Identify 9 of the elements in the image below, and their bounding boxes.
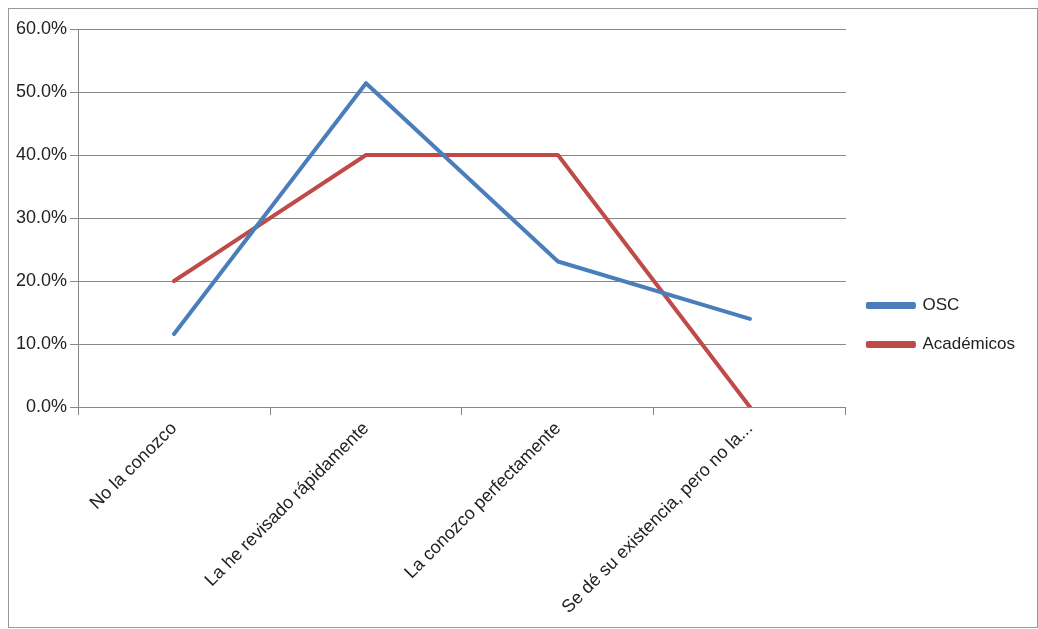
y-tick-label: 30.0% bbox=[15, 207, 68, 227]
y-tick-label: 20.0% bbox=[15, 270, 68, 291]
y-tick-label: 10.0% bbox=[15, 333, 68, 354]
legend-label: OSC bbox=[922, 295, 960, 315]
y-tick-label: 0.0% bbox=[26, 396, 68, 417]
legend-label: Académicos bbox=[922, 334, 1016, 354]
y-tick-label: 60.0% bbox=[15, 17, 68, 38]
y-tick-label: 40.0% bbox=[15, 143, 68, 164]
y-tick-label: 50.0% bbox=[15, 80, 68, 101]
